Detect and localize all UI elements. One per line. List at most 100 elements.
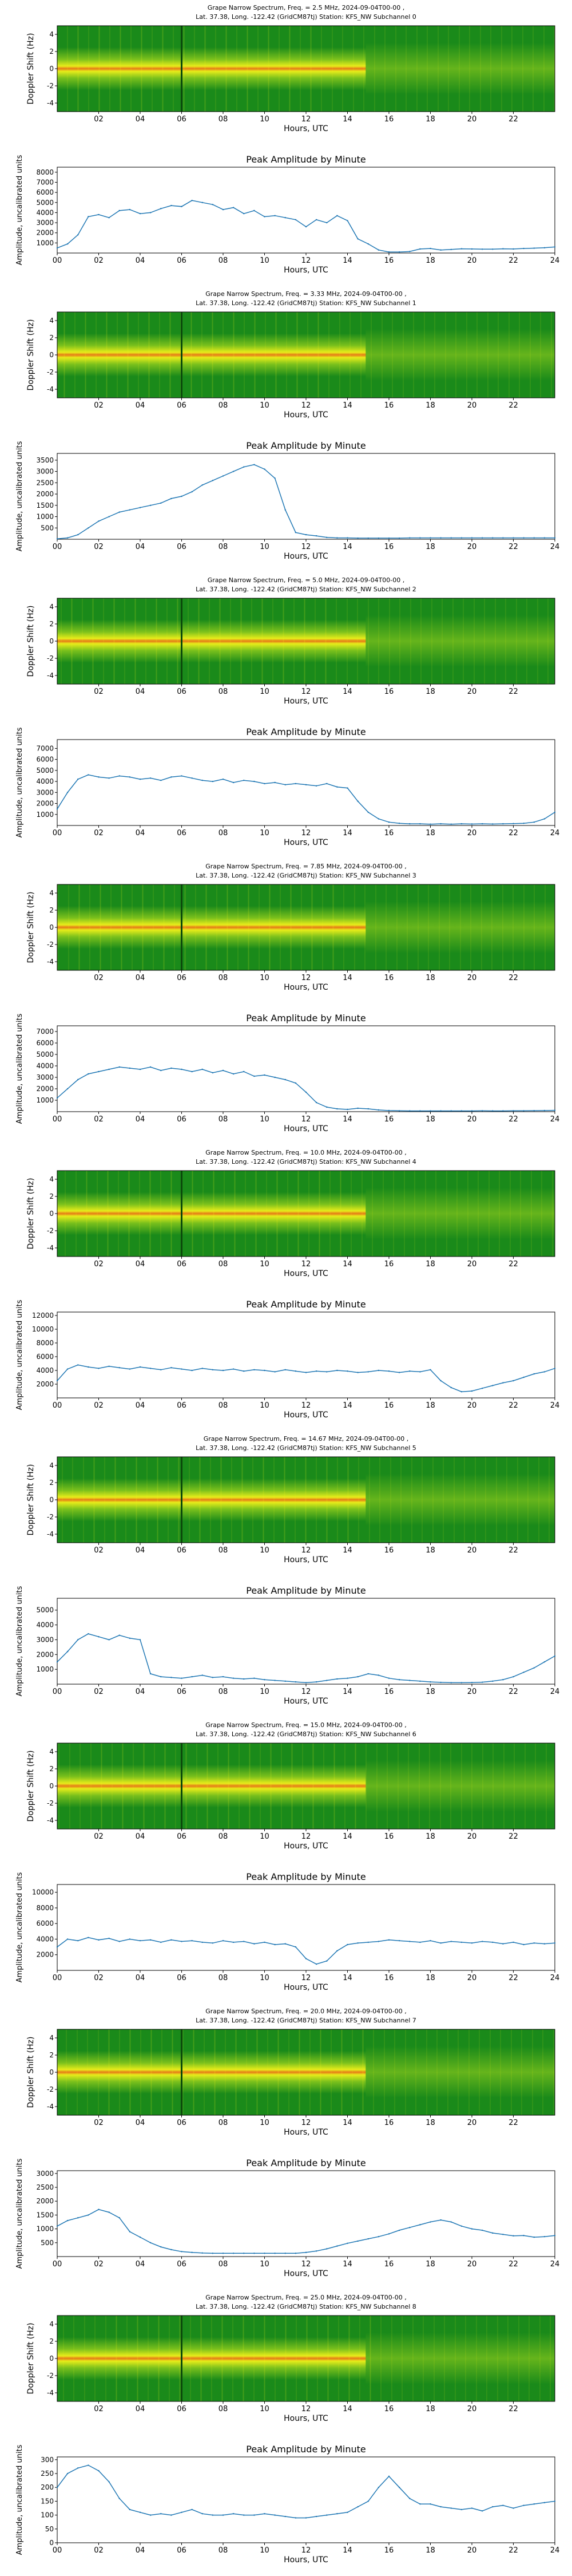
x-tick-label: 04 (136, 2260, 145, 2269)
x-tick-label: 16 (384, 543, 394, 551)
x-tick-label: 18 (426, 2405, 435, 2413)
x-axis-label: Hours, UTC (284, 1124, 328, 1133)
amplitude-point (212, 780, 214, 783)
amplitude-point (378, 537, 380, 539)
y-tick-label: 3000 (36, 788, 54, 796)
spectrogram-band-late (366, 2046, 555, 2098)
y-axis-label: Amplitude, uncalibrated units (15, 2444, 24, 2555)
spectrogram-2: Grape Narrow Spectrum, Freq. = 5.0 MHz, … (26, 576, 555, 706)
amplitude-point (347, 1943, 348, 1946)
y-tick-label: 3000 (36, 219, 54, 227)
amplitude-point (513, 2235, 514, 2237)
amplitude-point (367, 1941, 369, 1943)
amplitude-point (66, 1088, 69, 1090)
x-tick-label: 14 (343, 1546, 352, 1555)
y-tick-label: -4 (47, 2389, 54, 2397)
amplitude-point (88, 1633, 89, 1635)
x-tick-label: 04 (136, 1546, 145, 1555)
x-tick-label: 08 (219, 1688, 228, 1696)
amplitude-point (160, 2512, 162, 2515)
y-tick-label: 2 (49, 1765, 54, 1773)
amplitude-point (77, 2467, 79, 2469)
amplitude-point (502, 1382, 504, 1384)
amplitude-point (253, 210, 255, 212)
x-tick-label: 04 (136, 1832, 145, 1841)
y-tick-label: 6000 (36, 1353, 54, 1361)
amplitude-point (129, 776, 131, 778)
x-tick-label: 16 (384, 115, 394, 124)
amplitude-point (460, 248, 463, 250)
amplitude-point (212, 1942, 214, 1944)
amplitude-point (149, 1939, 152, 1941)
y-tick-label: 2500 (36, 2183, 54, 2191)
x-tick-label: 18 (426, 1974, 435, 1982)
amplitude-point (66, 1938, 69, 1940)
amplitude-point (440, 1110, 442, 1112)
amplitude-point (181, 775, 182, 777)
amplitude-title: Peak Amplitude by Minute (246, 2158, 366, 2168)
x-tick-label: 16 (384, 829, 394, 837)
y-axis-label: Amplitude, uncalibrated units (15, 1299, 24, 1410)
x-tick-label: 00 (53, 256, 62, 265)
x-tick-label: 08 (219, 1115, 228, 1124)
x-tick-label: 20 (467, 2260, 477, 2269)
x-tick-label: 04 (136, 829, 145, 837)
x-axis-label: Hours, UTC (284, 124, 328, 133)
amplitude-point (440, 537, 442, 539)
x-tick-label: 08 (219, 543, 228, 551)
spectrogram-title: Grape Narrow Spectrum, Freq. = 14.67 MHz… (204, 1435, 409, 1443)
x-tick-label: 04 (136, 401, 145, 410)
x-tick-label: 14 (343, 2119, 352, 2127)
amplitude-point (88, 1937, 89, 1938)
x-tick-label: 16 (384, 1260, 394, 1269)
x-axis-label: Hours, UTC (284, 1983, 328, 1992)
amplitude-point (409, 251, 411, 252)
amplitude-point (253, 2514, 255, 2516)
x-axis-label: Hours, UTC (284, 266, 328, 275)
x-tick-label: 02 (94, 1546, 104, 1555)
amplitude-point (347, 537, 348, 539)
amplitude-point (533, 1667, 535, 1669)
amplitude-point (502, 1943, 504, 1945)
amplitude-point (326, 2248, 328, 2250)
x-tick-label: 22 (509, 2119, 518, 2127)
x-tick-label: 08 (219, 1832, 228, 1841)
y-tick-label: -4 (47, 958, 54, 966)
y-tick-label: 4 (49, 2034, 54, 2042)
amplitude-point (160, 2246, 162, 2248)
amplitude-point (492, 537, 494, 539)
amplitude-point (66, 1650, 69, 1653)
x-tick-label: 14 (343, 829, 352, 837)
y-axis-label: Amplitude, uncalibrated units (15, 1013, 24, 1124)
amplitude-point (66, 2472, 69, 2475)
x-tick-label: 06 (177, 2546, 186, 2555)
amplitude-point (201, 202, 203, 203)
amplitude-point (274, 477, 276, 479)
y-tick-label: 2000 (36, 800, 54, 808)
x-tick-label: 12 (301, 1832, 311, 1841)
amplitude-point (284, 784, 286, 786)
amplitude-point (160, 1941, 162, 1943)
amplitude-point (232, 2252, 235, 2254)
amplitude-point (513, 823, 514, 824)
y-tick-label: 6000 (36, 1919, 54, 1927)
amplitude-point (56, 538, 58, 540)
amplitude-point (430, 2221, 431, 2223)
x-tick-label: 04 (136, 256, 145, 265)
spectrogram-band (57, 333, 366, 377)
x-axis-label: Hours, UTC (284, 1269, 328, 1278)
amplitude-point (201, 2252, 203, 2254)
x-tick-label: 04 (136, 543, 145, 551)
amplitude-point (170, 1367, 172, 1369)
y-tick-label: 2 (49, 48, 54, 56)
amplitude-point (398, 537, 400, 539)
spectrogram-3: Grape Narrow Spectrum, Freq. = 7.85 MHz,… (26, 863, 555, 992)
y-axis-label: Amplitude, uncalibrated units (15, 1872, 24, 1982)
x-tick-label: 20 (467, 115, 477, 124)
amplitude-point (77, 1078, 79, 1081)
amplitude-point (481, 2510, 483, 2512)
x-tick-label: 22 (509, 256, 518, 265)
x-tick-label: 02 (94, 2119, 104, 2127)
amplitude-point (295, 531, 297, 534)
amplitude-point (108, 1937, 110, 1939)
